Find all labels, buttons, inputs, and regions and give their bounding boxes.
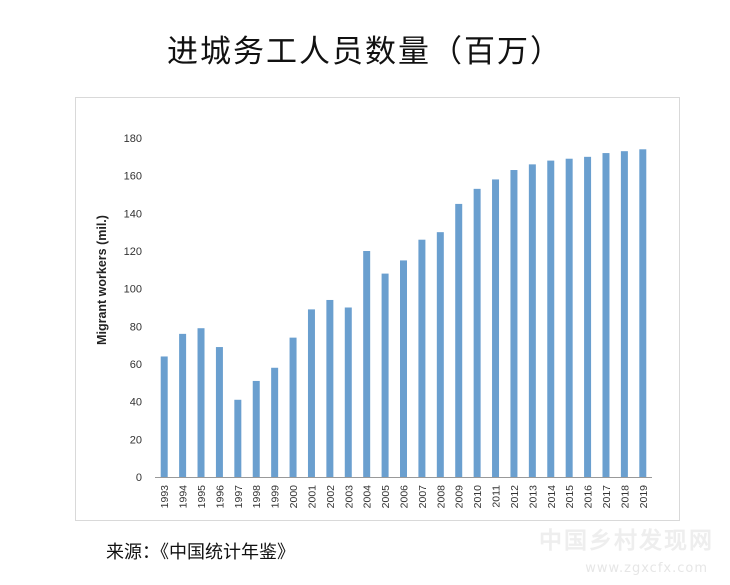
source-note: 来源：《中国统计年鉴》 <box>106 542 295 563</box>
watermark-url: www.zgxcfx.com <box>585 561 708 576</box>
x-tick-label: 2002 <box>325 485 337 509</box>
watermark-text: 中国乡村发现网 <box>539 527 714 554</box>
y-tick-label: 60 <box>130 359 142 371</box>
x-tick-label: 2012 <box>509 485 521 509</box>
bar-2007 <box>418 239 426 477</box>
y-tick-label: 80 <box>130 321 142 333</box>
y-tick-label: 180 <box>124 133 142 145</box>
x-tick-label: 2013 <box>527 485 539 509</box>
y-tick-label: 40 <box>130 397 142 409</box>
x-tick-label: 1997 <box>233 485 245 509</box>
bar-2019 <box>639 149 647 478</box>
bar-1994 <box>179 333 187 477</box>
bar-1996 <box>215 347 223 477</box>
bar-1995 <box>197 328 205 477</box>
x-tick-label: 1998 <box>251 485 263 509</box>
bar-2009 <box>455 203 463 477</box>
bar-2014 <box>547 160 555 477</box>
bar-2001 <box>307 309 315 477</box>
bar-1997 <box>234 399 242 477</box>
bar-1999 <box>271 367 279 477</box>
x-tick-label: 1993 <box>159 485 171 509</box>
x-tick-label: 2001 <box>306 485 318 509</box>
x-tick-label: 2005 <box>380 485 392 509</box>
bar-2017 <box>602 153 610 478</box>
bar-2011 <box>492 179 500 477</box>
x-tick-label: 2006 <box>399 485 411 509</box>
x-tick-label: 2017 <box>601 485 613 509</box>
bar-2000 <box>289 337 297 477</box>
y-tick-label: 20 <box>130 434 142 446</box>
y-tick-label: 120 <box>124 246 142 258</box>
y-tick-label: 160 <box>124 171 142 183</box>
bar-2005 <box>381 273 389 477</box>
bar-2006 <box>400 260 407 477</box>
x-tick-label: 2010 <box>472 485 484 509</box>
x-tick-label: 2019 <box>638 485 650 509</box>
x-tick-label: 2018 <box>619 485 631 509</box>
chart-frame <box>75 97 680 521</box>
x-tick-label: 2003 <box>343 485 355 509</box>
x-tick-label: 2008 <box>435 485 447 509</box>
x-tick-label: 2016 <box>583 485 595 509</box>
bar-2004 <box>363 251 371 477</box>
x-tick-label: 2011 <box>491 485 503 508</box>
bar-2018 <box>620 151 628 477</box>
x-tick-label: 1999 <box>270 485 282 509</box>
bar-2010 <box>473 188 481 477</box>
y-tick-label: 100 <box>124 284 142 296</box>
y-tick-label: 0 <box>136 472 142 484</box>
y-tick-label: 140 <box>124 208 142 220</box>
y-axis-title: Migrant workers (mil.) <box>95 215 109 345</box>
x-tick-label: 2009 <box>454 485 466 509</box>
x-tick-label: 2015 <box>564 485 576 509</box>
bar-2008 <box>436 232 444 477</box>
bar-1998 <box>252 380 260 477</box>
chart-title: 进城务工人员数量（百万） <box>167 34 563 70</box>
bar-2003 <box>344 307 352 477</box>
x-tick-label: 2014 <box>546 485 558 509</box>
x-tick-label: 1996 <box>214 485 226 509</box>
x-tick-label: 2007 <box>417 485 429 509</box>
bar-2015 <box>565 158 573 477</box>
x-tick-label: 2000 <box>288 485 300 509</box>
x-tick-label: 2004 <box>362 485 374 509</box>
bar-2012 <box>510 170 518 477</box>
x-tick-label: 1995 <box>196 485 208 509</box>
bar-2016 <box>584 156 592 478</box>
bar-2002 <box>326 299 334 477</box>
bar-2013 <box>528 164 536 477</box>
bar-1993 <box>160 356 168 477</box>
x-tick-label: 1994 <box>178 485 190 509</box>
